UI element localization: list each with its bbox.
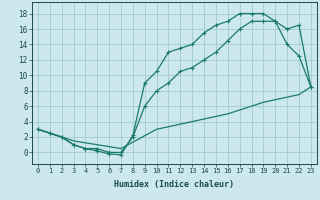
X-axis label: Humidex (Indice chaleur): Humidex (Indice chaleur) bbox=[115, 180, 234, 189]
